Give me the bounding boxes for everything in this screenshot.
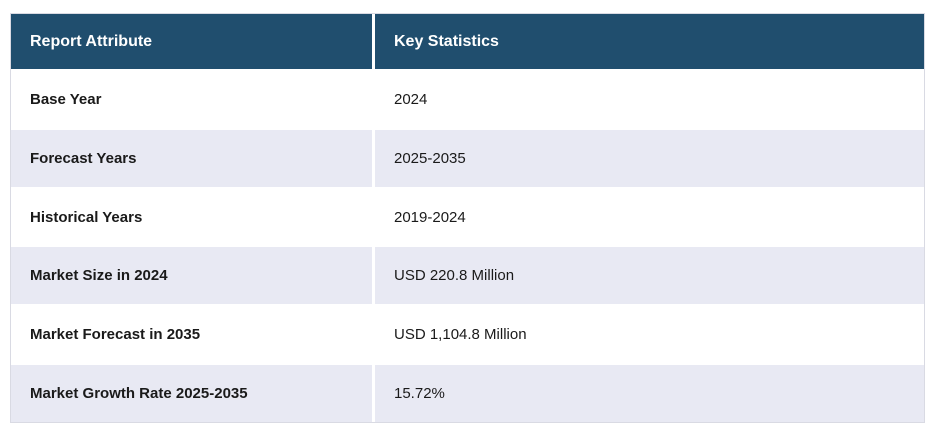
statistic-cell: USD 1,104.8 Million [394,326,527,344]
table-header-row: Report Attribute Key Statistics [11,14,924,71]
statistic-cell: 15.72% [394,385,445,403]
table-row: Base Year 2024 [11,71,924,130]
attribute-cell: Market Forecast in 2035 [11,306,375,364]
statistic-cell: 2025-2035 [394,149,466,167]
attribute-cell: Base Year [11,71,375,128]
report-statistics-table: Report Attribute Key Statistics Base Yea… [10,13,925,423]
table-row: Market Growth Rate 2025-2035 15.72% [11,365,924,422]
attribute-cell: Market Size in 2024 [11,247,375,305]
statistic-cell: 2024 [394,90,428,108]
attribute-cell: Historical Years [11,188,375,246]
column-header-key-statistics: Key Statistics [394,32,499,50]
table-row: Market Forecast in 2035 USD 1,104.8 Milli… [11,306,924,366]
attribute-cell: Forecast Years [11,129,375,187]
table-row: Market Size in 2024 USD 220.8 Million [11,247,924,307]
statistic-cell: USD 220.8 Million [394,267,515,285]
attribute-cell: Market Growth Rate 2025-2035 [11,365,375,422]
table-row: Historical Years 2019-2024 [11,188,924,248]
statistic-cell: 2019-2024 [394,208,466,226]
column-header-report-attribute: Report Attribute [11,14,375,69]
table-row: Forecast Years 2025-2035 [11,129,924,189]
